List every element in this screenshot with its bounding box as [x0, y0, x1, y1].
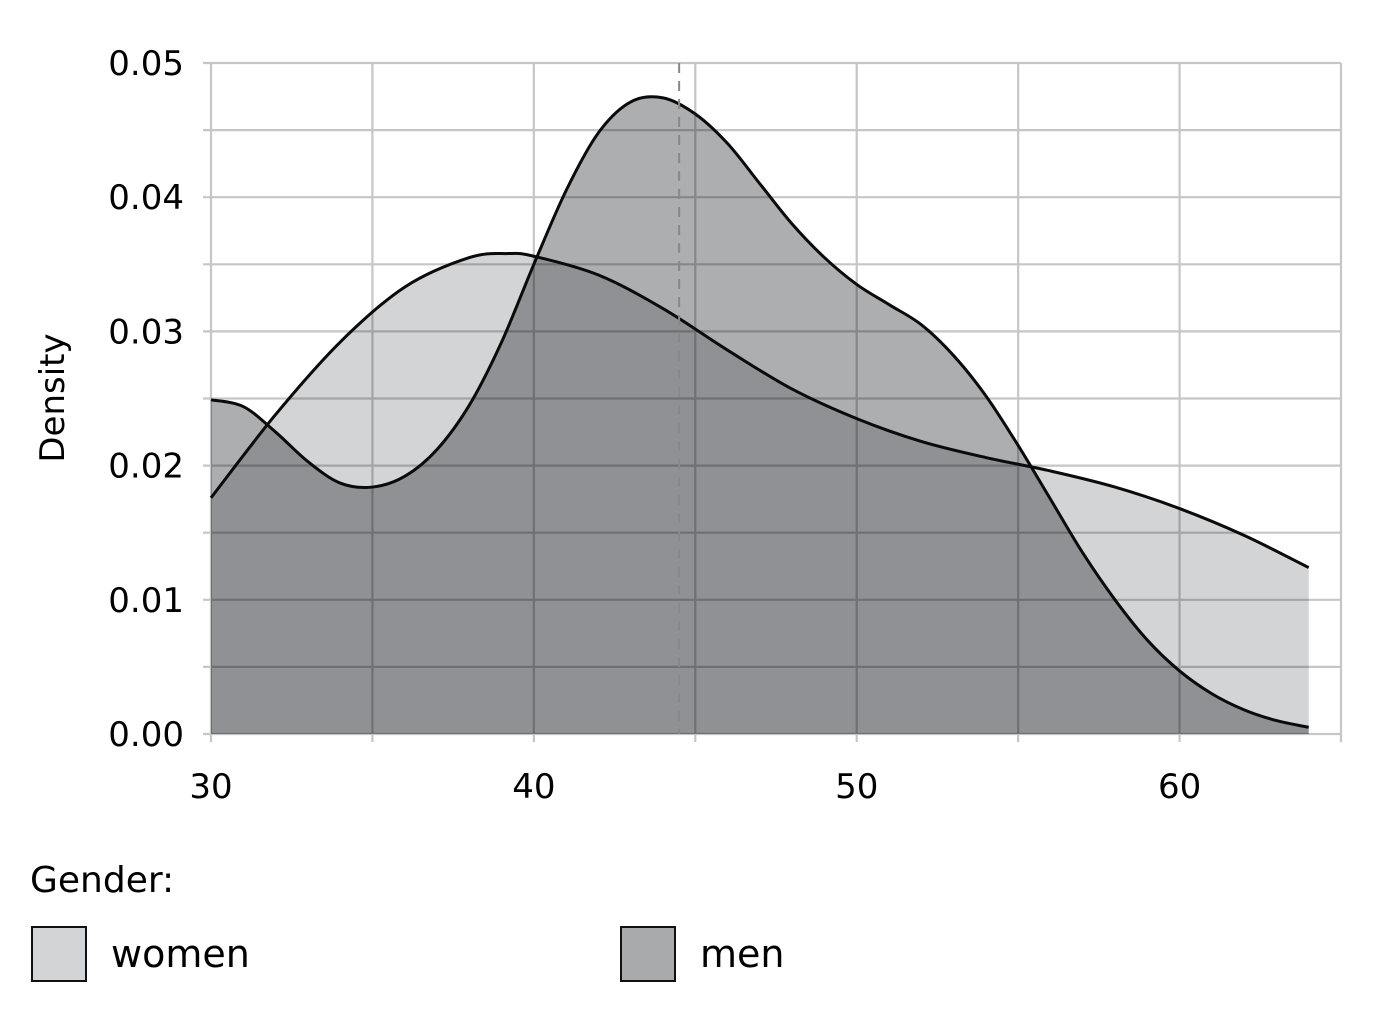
- legend-label-men: men: [700, 932, 785, 976]
- axes: 30 40 50 60 0.00 0.01 0.02 0.03 0.04 0.05: [108, 44, 1201, 807]
- density-line-men: [210, 95, 1310, 729]
- legend-swatch-men: [620, 926, 676, 982]
- legend-item-women: women: [31, 926, 250, 982]
- y-axis-title: Density: [33, 333, 73, 462]
- y-tick-label: 0.04: [108, 178, 184, 218]
- x-tick-label: 50: [835, 767, 878, 807]
- legend-label-women: women: [111, 932, 250, 976]
- density-chart: 30 40 50 60 0.00 0.01 0.02 0.03 0.04 0.05 Density: [33, 44, 1343, 807]
- density-lines: [209, 95, 1310, 729]
- x-tick-label: 30: [189, 767, 232, 807]
- density-area-men: [211, 96, 1309, 734]
- y-tick-label: 0.00: [108, 715, 184, 755]
- y-tick-label: 0.03: [108, 312, 184, 352]
- density-line-women: [209, 251, 1310, 569]
- y-tick-label: 0.02: [108, 447, 184, 487]
- y-tick-label: 0.05: [108, 44, 184, 84]
- x-tick-label: 60: [1158, 767, 1201, 807]
- y-tick-label: 0.01: [108, 581, 184, 621]
- legend-title: Gender:: [30, 860, 175, 901]
- x-tick-label: 40: [512, 767, 555, 807]
- legend-item-men: men: [620, 926, 784, 982]
- legend-swatch-women: [31, 926, 87, 982]
